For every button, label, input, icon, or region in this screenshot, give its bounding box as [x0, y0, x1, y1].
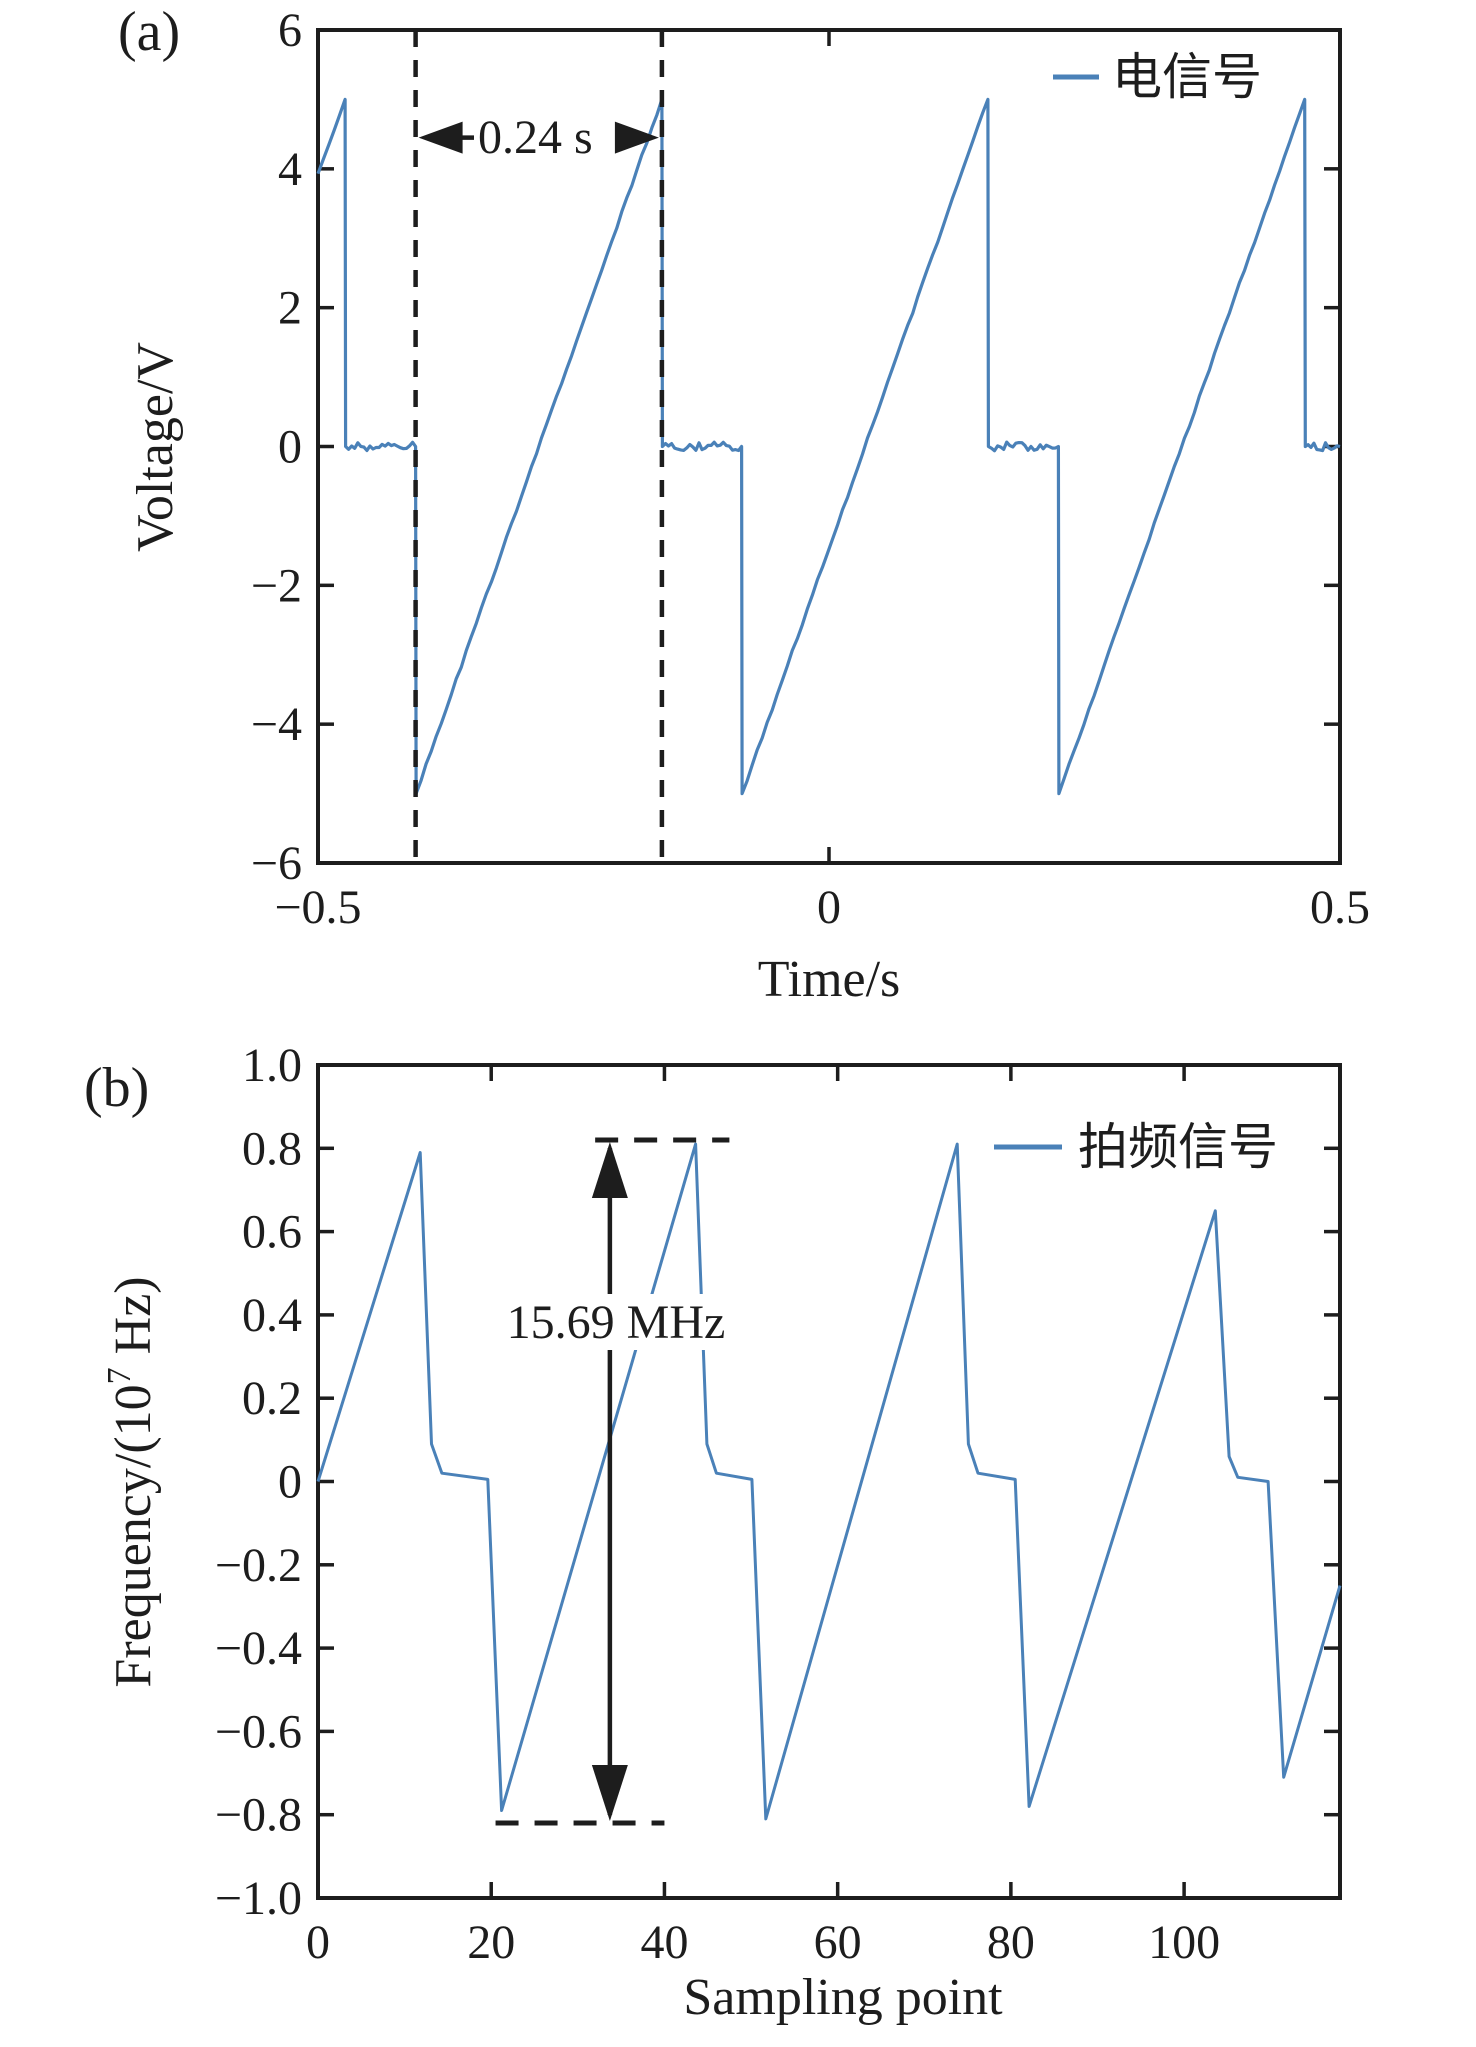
panel-a-y-tick-label: 6: [278, 4, 302, 57]
panel-b-x-tick-label: 20: [467, 1916, 515, 1969]
panel-a-legend-label: 电信号: [1112, 49, 1262, 105]
panel-b-x-tick-label: 100: [1148, 1916, 1220, 1969]
panel-a-x-tick-label: −0.5: [274, 881, 361, 934]
panel-b-x-tick-label: 80: [987, 1916, 1035, 1969]
panel-a-y-tick-label: 4: [278, 143, 302, 196]
panel-a-y-tick-label: −6: [251, 837, 302, 890]
panel-b-y-tick-label: 0.4: [242, 1289, 302, 1342]
panel-b-x-tick-label: 40: [640, 1916, 688, 1969]
panel-b-y-tick-label: 0: [278, 1456, 302, 1509]
signal-line-a: [316, 97, 1341, 796]
panel-a-y-tick-label: 2: [278, 282, 302, 335]
panel-b-y-tick-label: −0.2: [215, 1539, 302, 1592]
panel-a-y-tick-label: −2: [251, 559, 302, 612]
panel-a-annotation-label: 0.24 s: [478, 111, 593, 164]
panel-b-x-tick-label: 60: [814, 1916, 862, 1969]
panel-b-y-tick-label: −1.0: [215, 1872, 302, 1925]
annotation-label-background: [482, 1294, 750, 1350]
panel-b-y-tick-label: −0.8: [215, 1789, 302, 1842]
panel-b-y-tick-label: 0.2: [242, 1372, 302, 1425]
panel-a-x-axis-label: Time/s: [758, 951, 901, 1008]
panel-a-y-tick-label: −4: [251, 698, 302, 751]
panel-b-down-arrowhead: [591, 1765, 628, 1822]
panel-b-x-axis-label: Sampling point: [683, 1969, 1003, 2026]
panel-a-right-arrowhead: [614, 121, 659, 154]
panel-a-y-tick-label: 0: [278, 421, 302, 474]
panel-a-tag: (a): [118, 1, 180, 63]
panel-b-tag: (b): [84, 1057, 149, 1119]
panel-b-y-axis-label: Frequency/(107 Hz): [101, 1276, 162, 1687]
panel-b-y-tick-label: −0.6: [215, 1705, 302, 1758]
text-layer: (a) (b) 电信号 拍频信号 Time/s Sampling point V…: [84, 1, 1278, 2026]
panel-b-y-tick-label: −0.4: [215, 1622, 302, 1675]
panel-b-y-tick-label: 0.6: [242, 1206, 302, 1259]
panel-a-plot-frame: [316, 28, 1342, 865]
panel-a-y-axis-label: Voltage/V: [127, 342, 184, 552]
panel-b-x-tick-label: 0: [306, 1916, 330, 1969]
panel-b-y-tick-label: 0.8: [242, 1122, 302, 1175]
signal-line-b: [316, 1142, 1342, 1821]
panel-b-legend-label: 拍频信号: [1078, 1119, 1278, 1175]
panel-b-up-arrowhead: [591, 1141, 628, 1198]
panel-a-x-tick-label: 0: [817, 881, 841, 934]
panel-a-left-arrowhead: [418, 121, 463, 154]
panel-b-y-tick-label: 1.0: [242, 1039, 302, 1092]
panel-b-annotation-label: 15.69 MHz: [507, 1296, 726, 1349]
panel-b-plot-frame: [316, 1063, 1342, 1900]
panel-a-x-tick-label: 0.5: [1310, 881, 1370, 934]
